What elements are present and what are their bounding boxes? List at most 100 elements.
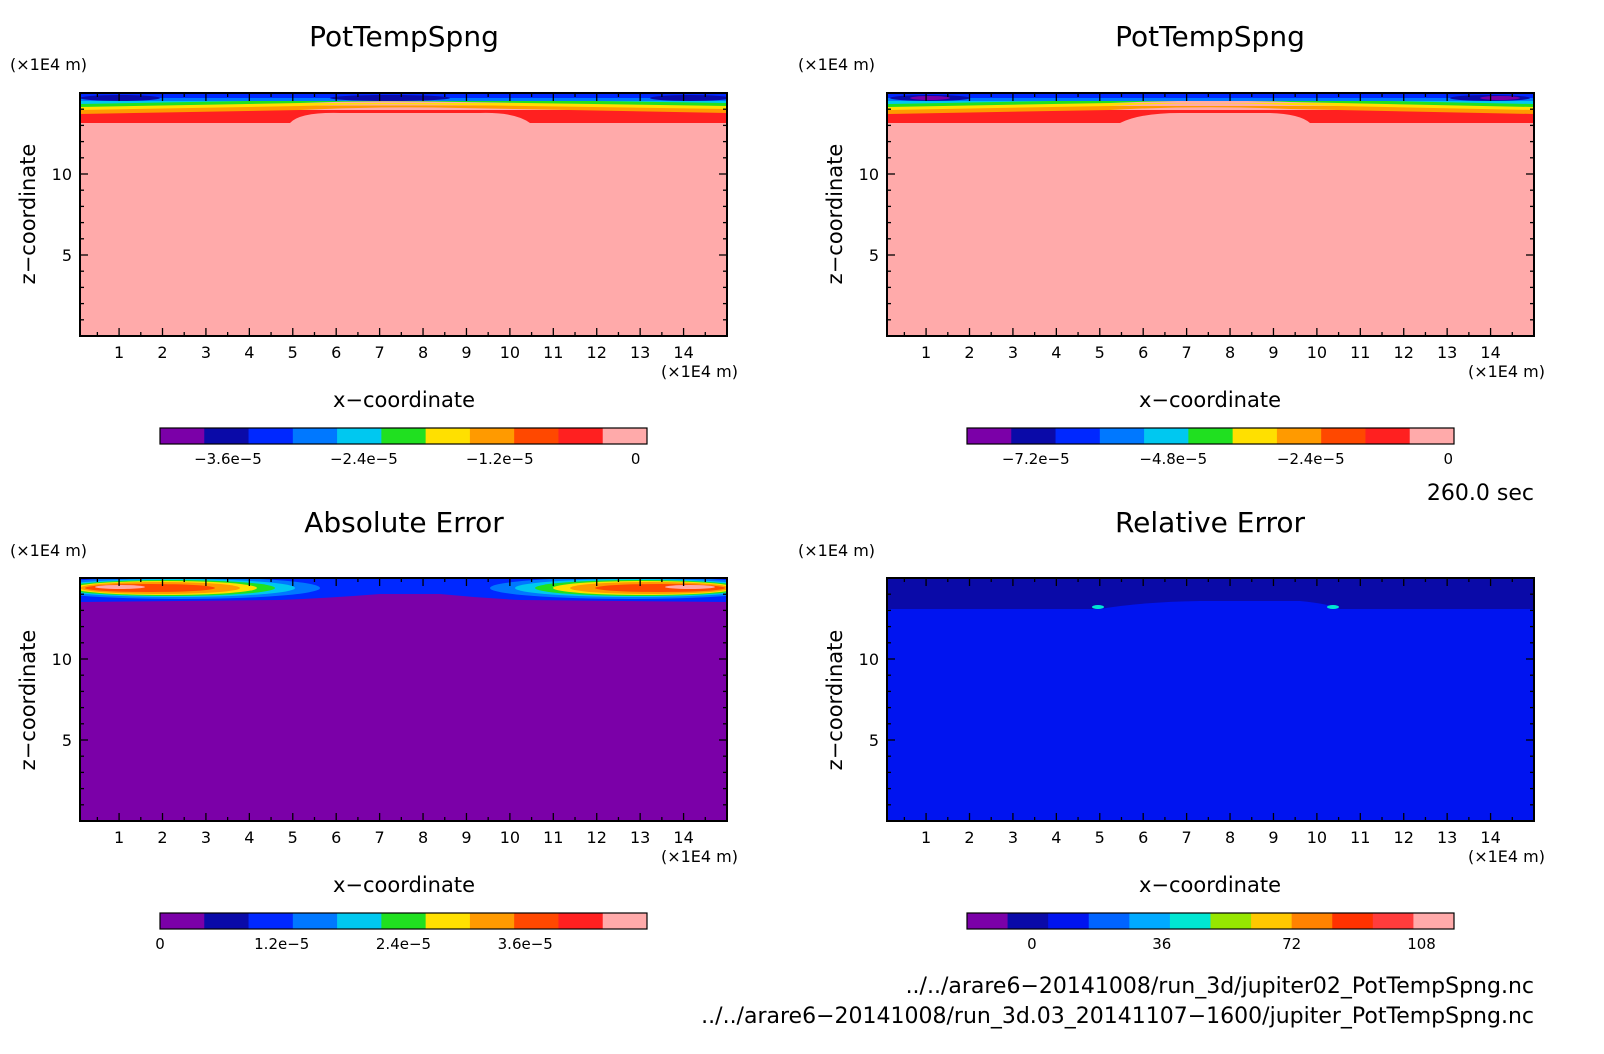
x-tick-label: 9 (1268, 828, 1278, 847)
field-band-pink-right (665, 585, 715, 589)
plot-frame (886, 577, 1535, 822)
panel-title: PotTempSpng (309, 20, 499, 53)
x-tick-label: 12 (1394, 343, 1414, 362)
x-axis: 1 2 3 4 5 6 7 8 9 10 11 12 13 14 (96, 578, 706, 847)
x-tick-label: 10 (1307, 828, 1327, 847)
field-band-red (80, 110, 727, 123)
colorbar-swatch (425, 913, 471, 929)
field-band-orange (887, 106, 1534, 114)
panel-title: PotTempSpng (1115, 20, 1305, 53)
y-tick-label: 10 (859, 165, 879, 184)
colorbar-tick-label: −2.4e−5 (1277, 450, 1345, 468)
x-tick-label: 12 (587, 828, 607, 847)
x-unit-label: (×1E4 m) (661, 362, 738, 381)
plot-frame (79, 92, 728, 337)
colorbar-tick-label: 72 (1282, 935, 1301, 953)
field-spot-left (1092, 605, 1104, 609)
colorbar-tick-label: 36 (1152, 935, 1171, 953)
x-tick-label: 4 (244, 343, 254, 362)
x-axis: 1 2 3 4 5 6 7 8 9 10 11 12 13 14 (903, 93, 1513, 362)
panel-absolute-error: Absolute Error (×1E4 m) 1 2 3 4 5 6 7 8 9 10 11 12 1… (10, 506, 738, 953)
colorbar-swatch (1321, 428, 1366, 444)
x-tick-label: 5 (1095, 343, 1105, 362)
colorbar-swatch (558, 428, 604, 444)
x-tick-label: 4 (244, 828, 254, 847)
field-band-orange (80, 105, 727, 114)
x-tick-label: 5 (1095, 828, 1105, 847)
colorbar-frame (966, 427, 1455, 445)
y-axis: 5 10 (52, 593, 727, 806)
field-band-pink-left (95, 585, 145, 589)
colorbar: 0 1.2e−5 2.4e−5 3.6e−5 (155, 912, 648, 953)
colorbar-swatch (514, 428, 559, 444)
colorbar-swatch (1409, 428, 1455, 444)
y-tick-label: 5 (869, 731, 879, 750)
colorbar-tick-label: −3.6e−5 (194, 450, 262, 468)
y-axis-label: z−coordinate (16, 144, 40, 285)
y-axis: 5 10 (859, 108, 1534, 321)
x-tick-label: 2 (157, 828, 167, 847)
y-tick-label: 10 (52, 165, 72, 184)
x-tick-label: 9 (461, 828, 471, 847)
x-tick-label: 1 (114, 343, 124, 362)
colorbar-swatch (1188, 428, 1234, 444)
field-bulk-region (80, 578, 727, 821)
heatmap-field (887, 93, 1534, 336)
colorbar-swatch (1007, 913, 1049, 929)
y-unit-label: (×1E4 m) (798, 541, 875, 560)
x-axis-label: x−coordinate (333, 388, 475, 412)
colorbar-swatch (1413, 913, 1455, 929)
colorbar-swatch (967, 428, 1012, 444)
colorbar-tick-label: −2.4e−5 (330, 450, 398, 468)
time-label: 260.0 sec (1427, 481, 1534, 506)
x-tick-label: 5 (288, 828, 298, 847)
colorbar-swatch (381, 428, 427, 444)
colorbar-swatch (1169, 913, 1211, 929)
x-tick-label: 8 (1225, 828, 1235, 847)
x-tick-label: 1 (921, 828, 931, 847)
colorbar: 0 36 72 108 (966, 912, 1455, 953)
y-unit-label: (×1E4 m) (10, 55, 87, 74)
x-tick-label: 7 (1182, 343, 1192, 362)
field-bulk-region (80, 93, 727, 336)
x-tick-label: 11 (1350, 343, 1370, 362)
colorbar-swatch (602, 913, 648, 929)
colorbar-tick-label: 0 (631, 450, 641, 468)
plot-frame (886, 92, 1535, 337)
x-tick-label: 2 (157, 343, 167, 362)
colorbar-swatch (1332, 913, 1374, 929)
colorbar-swatch (248, 428, 294, 444)
colorbar-swatch (1088, 913, 1130, 929)
x-axis: 1 2 3 4 5 6 7 8 9 10 11 12 13 14 (96, 93, 706, 362)
x-tick-label: 2 (964, 343, 974, 362)
field-band-navy (330, 95, 450, 101)
y-tick-label: 5 (869, 246, 879, 265)
panel-title: Relative Error (1115, 506, 1306, 539)
colorbar-swatch (381, 913, 427, 929)
heatmap-field (80, 578, 727, 821)
x-axis-label: x−coordinate (1139, 873, 1281, 897)
x-tick-label: 10 (1307, 343, 1327, 362)
x-axis-label: x−coordinate (333, 873, 475, 897)
x-tick-label: 7 (1182, 828, 1192, 847)
x-tick-label: 9 (1268, 343, 1278, 362)
x-tick-label: 4 (1051, 828, 1061, 847)
colorbar-swatch (967, 913, 1009, 929)
x-tick-label: 13 (630, 828, 650, 847)
x-tick-label: 8 (418, 828, 428, 847)
panel-relative-error: Relative Error (×1E4 m) 1 2 3 4 5 6 7 8 9 10 11 12 1… (798, 506, 1545, 953)
x-tick-label: 6 (331, 343, 341, 362)
x-unit-label: (×1E4 m) (661, 847, 738, 866)
colorbar-swatch (558, 913, 604, 929)
field-band-blue (887, 93, 1534, 98)
colorbar-swatch (337, 428, 382, 444)
colorbar-swatch (469, 913, 515, 929)
x-tick-label: 2 (964, 828, 974, 847)
field-bulk-region (887, 93, 1534, 336)
panel-pottempspng-left: PotTempSpng (×1E4 m) 1 2 3 4 5 6 7 8 9 10 11 12 13 14… (10, 20, 738, 468)
colorbar-swatch (1276, 428, 1322, 444)
field-band-yellow (80, 103, 727, 110)
y-axis: 5 10 (859, 593, 1534, 806)
x-tick-label: 3 (201, 343, 211, 362)
